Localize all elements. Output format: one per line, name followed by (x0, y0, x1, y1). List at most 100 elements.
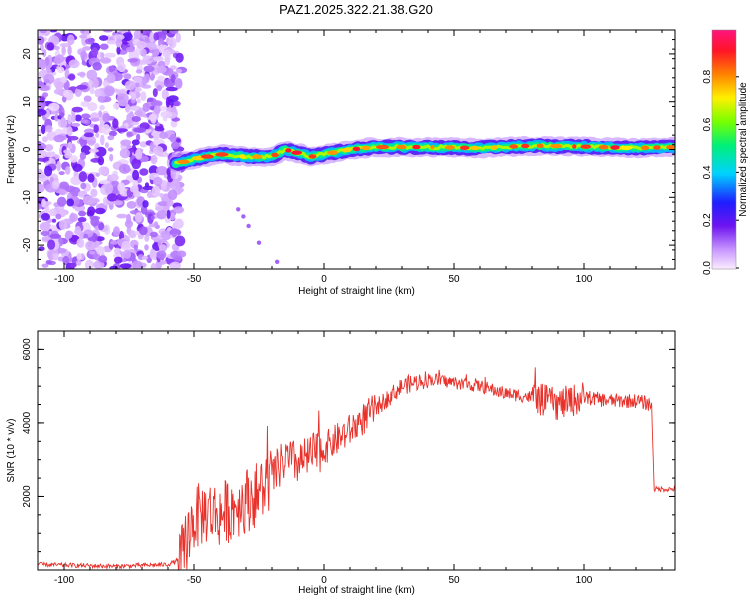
x-tick-label: 100 (576, 274, 593, 285)
noise-blob (117, 93, 129, 103)
noise-blob (76, 252, 82, 261)
colorbar-cell (712, 167, 736, 171)
colorbar-cell (712, 259, 736, 262)
noise-blob (40, 124, 46, 135)
colorbar-cell (712, 53, 736, 57)
noise-blob (108, 174, 119, 182)
ridge-peak (412, 144, 421, 150)
colorbar-cell (712, 159, 736, 163)
ridge-peak (610, 145, 620, 150)
noise-blob (122, 32, 133, 42)
noise-blob (144, 73, 150, 84)
noise-blob (95, 172, 100, 177)
colorbar-cell (712, 217, 736, 220)
noise-blob (58, 188, 66, 195)
colorbar-cell (712, 209, 736, 212)
noise-blob (152, 145, 164, 156)
noise-blob (134, 82, 140, 88)
noise-blob (85, 38, 95, 45)
x-tick-label: 0 (321, 575, 327, 586)
noise-blob (68, 59, 80, 69)
noise-blob (83, 233, 89, 239)
noise-blob (168, 37, 177, 49)
noise-blob (113, 226, 120, 237)
tail-blob (236, 207, 241, 212)
noise-blob (136, 41, 147, 49)
noise-blob (46, 152, 56, 158)
noise-blob (54, 113, 60, 122)
colorbar-cell (712, 105, 736, 109)
noise-blob (123, 73, 132, 80)
noise-blob (127, 58, 139, 63)
noise-blob (90, 117, 100, 122)
noise-blob (157, 201, 169, 207)
noise-blob (71, 113, 76, 123)
spectrogram-x-label: Height of straight line (km) (298, 286, 415, 297)
noise-blob (83, 128, 96, 135)
noise-blob (47, 239, 56, 250)
noise-blob (69, 155, 78, 163)
noise-blob (57, 66, 65, 74)
colorbar-cell (712, 115, 736, 119)
snr-x-label: Height of straight line (km) (298, 585, 415, 596)
y-tick-label: -10 (22, 190, 33, 205)
colorbar-cell (712, 35, 736, 39)
noise-blob (156, 250, 167, 259)
noise-blob (104, 183, 114, 194)
noise-blob (86, 135, 97, 146)
noise-blob (64, 166, 71, 175)
colorbar-cell (712, 57, 736, 61)
y-tick-label: 20 (22, 48, 33, 60)
noise-blob (38, 109, 47, 116)
noise-blob (153, 32, 159, 41)
noise-blob (97, 156, 105, 166)
noise-blob (38, 157, 50, 162)
ridge-peak (215, 152, 229, 157)
noise-blob (55, 81, 64, 91)
colorbar-cell (712, 215, 736, 218)
noise-blob (117, 62, 126, 73)
y-tick-label: 6000 (22, 338, 33, 361)
noise-blob (134, 212, 143, 223)
colorbar-cell (712, 241, 736, 244)
colorbar-cell (712, 193, 736, 196)
noise-blob (82, 46, 91, 51)
noise-blob (151, 185, 161, 197)
colorbar-cell (712, 171, 736, 174)
snr-panel: -100 -50 0 50 100 2000 4000 6000 Height of strai… (6, 330, 676, 596)
colorbar-cell (712, 95, 736, 99)
colorbar-cell (712, 65, 736, 69)
noise-blob (100, 134, 105, 146)
noise-blob (39, 221, 52, 232)
noise-blob (53, 45, 60, 51)
colorbar-cell (712, 99, 736, 103)
noise-blob (88, 79, 93, 88)
noise-blob (118, 163, 131, 174)
noise-blob (156, 166, 168, 176)
noise-blob (122, 249, 132, 259)
noise-blob (145, 42, 157, 50)
noise-blob (130, 92, 137, 101)
ridge-peak (239, 154, 246, 159)
noise-blob (134, 110, 143, 117)
noise-blob (90, 188, 98, 198)
noise-blob (124, 80, 136, 90)
ridge-peak (361, 145, 371, 151)
noise-blob (87, 173, 95, 183)
colorbar-frame (711, 29, 737, 270)
noise-blob (153, 56, 165, 62)
ridge-peak (291, 150, 303, 155)
noise-blob (80, 101, 90, 107)
y-tick-label: 10 (22, 96, 33, 108)
noise-blob (175, 52, 184, 63)
colorbar-cell (712, 219, 736, 222)
noise-blob (51, 179, 60, 190)
colorbar-cell (712, 51, 736, 55)
noise-blob (148, 114, 157, 122)
noise-blob (131, 116, 141, 122)
colorbar-cell (712, 225, 736, 228)
noise-blob (157, 75, 165, 82)
ridge-peak (640, 145, 650, 150)
noise-blob (49, 30, 58, 33)
noise-blob (42, 92, 49, 98)
